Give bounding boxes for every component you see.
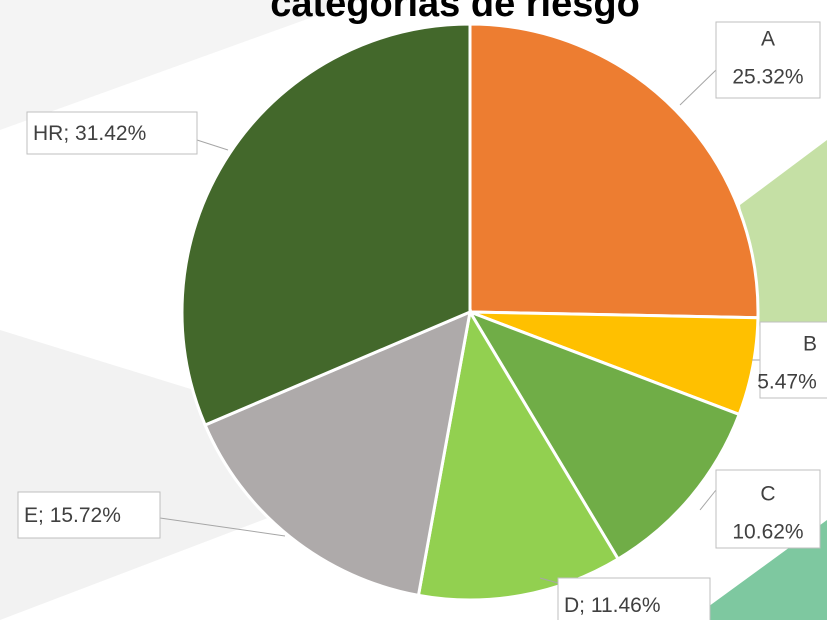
pie-slice [180, 22, 472, 427]
background-shape [0, 0, 360, 130]
pie-slice [468, 22, 760, 320]
label-category: A [761, 28, 775, 51]
label-separator: ; [579, 594, 591, 617]
leader-line [679, 69, 717, 106]
data-label: 31.42% [75, 122, 146, 145]
data-label: 5.47% [757, 371, 817, 394]
data-label-group: D; 11.46% [564, 594, 661, 617]
pie-slice [416, 307, 621, 602]
label-box [17, 491, 161, 539]
data-label-group: E; 15.72% [24, 504, 121, 527]
label-category: D [564, 594, 579, 617]
label-category: C [760, 483, 775, 506]
pie-slice [466, 309, 742, 562]
data-label: 11.46% [591, 594, 661, 617]
label-category: E [24, 504, 38, 527]
label-box [715, 21, 821, 99]
background-shape [0, 330, 420, 620]
label-category: B [803, 333, 817, 356]
leader-line [196, 139, 229, 151]
label-box [759, 321, 827, 399]
leader-line [539, 577, 559, 584]
background-shape [740, 140, 827, 330]
data-label: 10.62% [732, 521, 803, 544]
leader-line [699, 489, 717, 511]
data-label-group: HR; 31.42% [33, 122, 146, 145]
chart-title: categorías de riesgo [270, 0, 640, 25]
label-category: HR [33, 122, 63, 145]
data-label: 15.72% [50, 504, 121, 527]
data-label: 25.32% [732, 66, 803, 89]
leader-line [159, 517, 286, 537]
label-box [715, 469, 821, 549]
label-box [26, 111, 198, 155]
pie-slice [203, 309, 472, 598]
label-box [557, 577, 711, 620]
label-separator: ; [63, 122, 75, 145]
label-separator: ; [38, 504, 50, 527]
